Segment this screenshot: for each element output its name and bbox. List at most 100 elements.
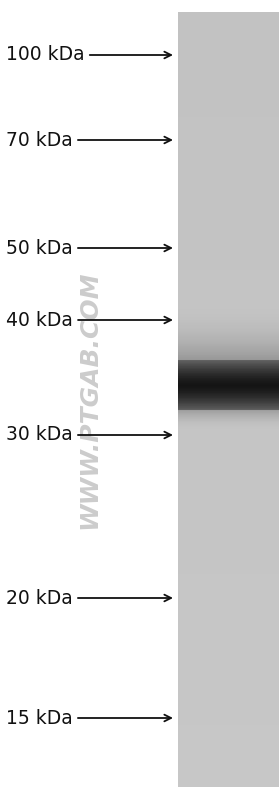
Bar	[178, 670, 279, 673]
Bar	[178, 243, 279, 244]
Bar	[178, 324, 279, 325]
Bar	[178, 506, 279, 508]
Bar	[178, 260, 279, 262]
Bar	[178, 601, 279, 603]
Bar	[178, 330, 279, 331]
Bar	[178, 512, 279, 514]
Bar	[178, 66, 279, 68]
Bar	[178, 348, 279, 349]
Bar	[178, 772, 279, 773]
Bar	[178, 384, 279, 386]
Bar	[178, 141, 279, 144]
Bar	[178, 296, 279, 299]
Text: 20 kDa: 20 kDa	[6, 589, 171, 607]
Bar	[178, 122, 279, 125]
Bar	[178, 70, 279, 72]
Bar	[178, 692, 279, 694]
Bar	[178, 597, 279, 599]
Bar	[178, 72, 279, 74]
Bar	[178, 38, 279, 39]
Bar	[178, 270, 279, 272]
Bar	[178, 229, 279, 231]
Bar	[178, 731, 279, 733]
Bar	[178, 293, 279, 295]
Bar	[178, 318, 279, 319]
Bar	[178, 316, 279, 318]
Bar	[178, 312, 279, 314]
Bar	[178, 690, 279, 692]
Bar	[178, 262, 279, 264]
Bar	[178, 617, 279, 618]
Text: 30 kDa: 30 kDa	[6, 426, 171, 444]
Bar	[178, 194, 279, 196]
Bar	[178, 318, 279, 320]
Bar	[178, 281, 279, 283]
Bar	[178, 315, 279, 316]
Bar	[178, 159, 279, 161]
Bar	[178, 388, 279, 390]
Bar	[178, 138, 279, 140]
Bar	[178, 479, 279, 481]
Bar	[178, 442, 279, 444]
Text: 100 kDa: 100 kDa	[6, 46, 171, 65]
Bar	[178, 634, 279, 636]
Bar	[178, 130, 279, 132]
Bar	[178, 113, 279, 115]
Bar	[178, 632, 279, 634]
Bar	[178, 300, 279, 303]
Bar	[178, 317, 279, 318]
Bar	[178, 403, 279, 405]
Bar	[178, 51, 279, 53]
Bar	[178, 467, 279, 469]
Bar	[178, 173, 279, 175]
Bar	[178, 35, 279, 38]
Bar	[178, 514, 279, 516]
Bar	[178, 543, 279, 545]
Bar	[178, 165, 279, 167]
Bar	[178, 469, 279, 471]
Bar	[178, 26, 279, 27]
Bar	[178, 673, 279, 674]
Bar	[178, 725, 279, 727]
Bar	[178, 313, 279, 314]
Bar	[178, 93, 279, 95]
Bar	[178, 14, 279, 16]
Bar	[178, 95, 279, 97]
Bar	[178, 126, 279, 128]
Bar	[178, 299, 279, 300]
Bar	[178, 380, 279, 382]
Bar	[178, 329, 279, 330]
Bar	[178, 155, 279, 157]
Bar	[178, 354, 279, 355]
Bar	[178, 200, 279, 202]
Bar	[178, 394, 279, 396]
Bar	[178, 610, 279, 613]
Bar	[178, 606, 279, 609]
Bar	[178, 568, 279, 570]
Bar	[178, 628, 279, 630]
Bar	[178, 686, 279, 688]
Bar	[178, 390, 279, 392]
Bar	[178, 428, 279, 431]
Bar	[178, 68, 279, 70]
Bar	[178, 508, 279, 510]
Bar	[178, 495, 279, 496]
Bar	[178, 411, 279, 413]
Bar	[178, 586, 279, 587]
Bar	[178, 61, 279, 62]
Bar	[178, 355, 279, 357]
Bar	[178, 12, 279, 14]
Bar	[178, 351, 279, 352]
Bar	[178, 204, 279, 205]
Bar	[178, 208, 279, 209]
Bar	[178, 694, 279, 696]
Bar	[178, 415, 279, 417]
Bar	[178, 47, 279, 49]
Bar	[178, 636, 279, 638]
Bar	[178, 593, 279, 595]
Bar	[178, 250, 279, 252]
Bar	[178, 88, 279, 89]
Bar	[178, 84, 279, 85]
Bar	[178, 78, 279, 80]
Bar	[178, 658, 279, 659]
